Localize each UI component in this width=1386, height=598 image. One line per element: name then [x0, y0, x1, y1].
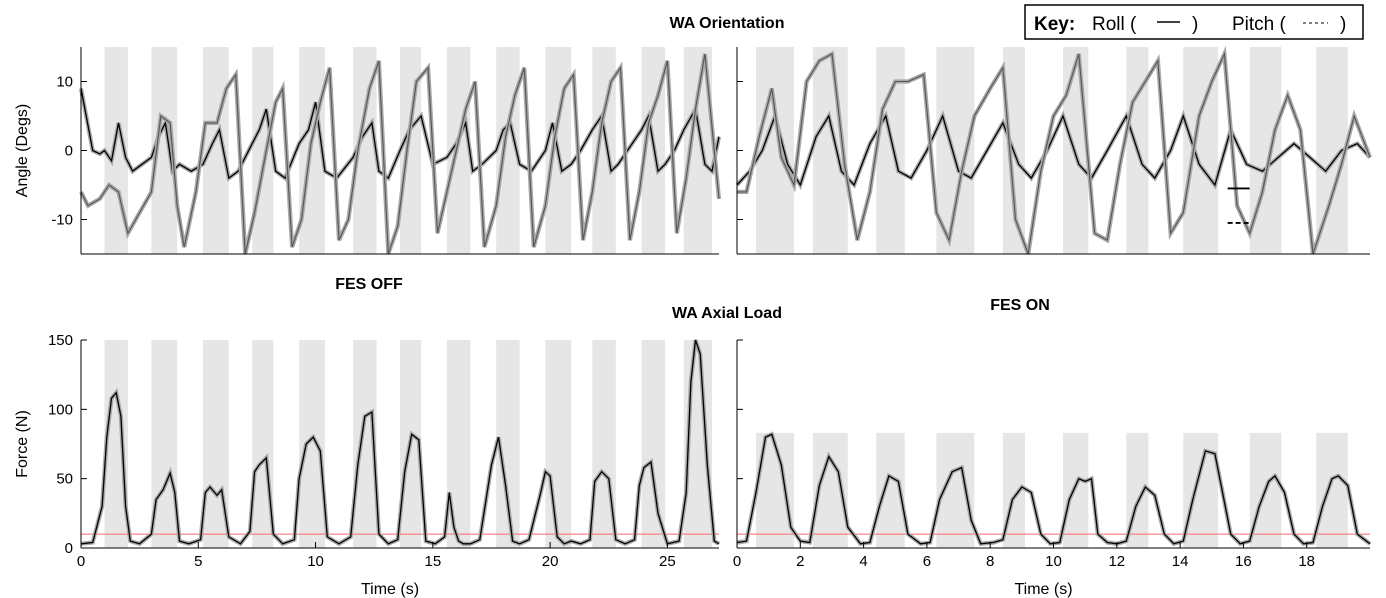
load-off-xtick-label-20: 20 [542, 553, 559, 570]
orientation-off-pitch-series [80, 53, 720, 255]
orientation-off-roll-series [80, 88, 720, 180]
load-on-xtick-label-18: 18 [1298, 553, 1315, 570]
load-on-xtick-label-4: 4 [859, 553, 867, 570]
load-on-xtick-label-2: 2 [796, 553, 804, 570]
load-off-xtick-label-25: 25 [659, 553, 676, 570]
load-off-ytick-label-0: 0 [65, 540, 73, 557]
load-off-xtick-label-15: 15 [424, 553, 441, 570]
load-off-xtick-label-5: 5 [194, 553, 202, 570]
load-on-xtick-label-16: 16 [1235, 553, 1252, 570]
legend-roll-close: ) [1192, 14, 1198, 35]
load-off-force-series [80, 339, 720, 545]
load-off-stance-band-9 [545, 340, 572, 548]
load-on-xtick-label-6: 6 [923, 553, 931, 570]
orientation-off-stance-band-3 [252, 47, 274, 254]
orientation-on-roll-series [736, 113, 1371, 187]
legend-title: Key: [1034, 14, 1075, 35]
load-off-xlabel: Time (s) [361, 581, 419, 598]
load-off-stance-band-11 [641, 340, 666, 548]
orientation-title: WA Orientation [670, 15, 785, 32]
orientation-off-stance-band-10 [592, 47, 616, 254]
orientation-on-pitch-series [737, 51, 1371, 255]
load-off-ylabel: Force (N) [14, 410, 31, 478]
orientation-off-ytick-label-0: 0 [65, 143, 73, 160]
load-on-xtick-label-10: 10 [1045, 553, 1062, 570]
load-off-xtick-label-10: 10 [307, 553, 324, 570]
load-on-stance-band-7 [1183, 432, 1219, 548]
load-off-ytick-label-150: 150 [48, 332, 73, 349]
legend-roll-label: Roll ( [1092, 14, 1137, 35]
orientation-on-stance-band-2 [876, 47, 905, 254]
orientation-off-ylabel: Angle (Degs) [14, 104, 31, 197]
load-on-force-series [736, 433, 1371, 545]
orientation-off-ytick-label-10: 10 [56, 74, 73, 91]
load-on-stance-band-9 [1316, 432, 1348, 548]
orientation-on-panel [735, 45, 1372, 255]
load-off-stance-band-4 [299, 340, 325, 548]
load-off-ytick-label-100: 100 [48, 401, 73, 418]
legend-pitch-label: Pitch ( [1232, 14, 1287, 35]
load-off-panel: 0 50 100 150 0 5 10 15 20 25 Force (N) Time (s) [14, 332, 721, 598]
load-off-stance-band-7 [446, 340, 471, 548]
load-on-xtick-label-12: 12 [1108, 553, 1125, 570]
load-off-xtick-label-0: 0 [77, 553, 85, 570]
load-off-stance-band-8 [496, 340, 520, 548]
load-on-xlabel: Time (s) [1014, 581, 1072, 598]
fes-off-label: FES OFF [335, 276, 403, 293]
load-off-ytick-label-50: 50 [56, 471, 73, 488]
load-title: WA Axial Load [672, 305, 782, 322]
legend-key: Key: Roll ( ) Pitch ( ) [1024, 4, 1364, 40]
load-on-panel: 0 2 4 6 8 10 12 14 16 18 Time (s) [733, 339, 1372, 598]
fes-on-label: FES ON [990, 297, 1050, 314]
load-off-stance-band-5 [353, 340, 377, 548]
legend-box [1024, 4, 1364, 40]
orientation-off-stance-band-7 [446, 47, 471, 254]
load-on-xtick-label-8: 8 [986, 553, 994, 570]
load-off-stance-band-0 [104, 340, 128, 548]
orientation-off-stance-band-5 [353, 47, 377, 254]
orientation-off-panel: -10 0 10 Angle (Degs) [14, 47, 722, 255]
orientation-off-ytick-label--10: -10 [51, 212, 73, 229]
load-on-xtick-label-0: 0 [733, 553, 741, 570]
legend-pitch-close: ) [1340, 14, 1346, 35]
load-on-xtick-label-14: 14 [1172, 553, 1189, 570]
